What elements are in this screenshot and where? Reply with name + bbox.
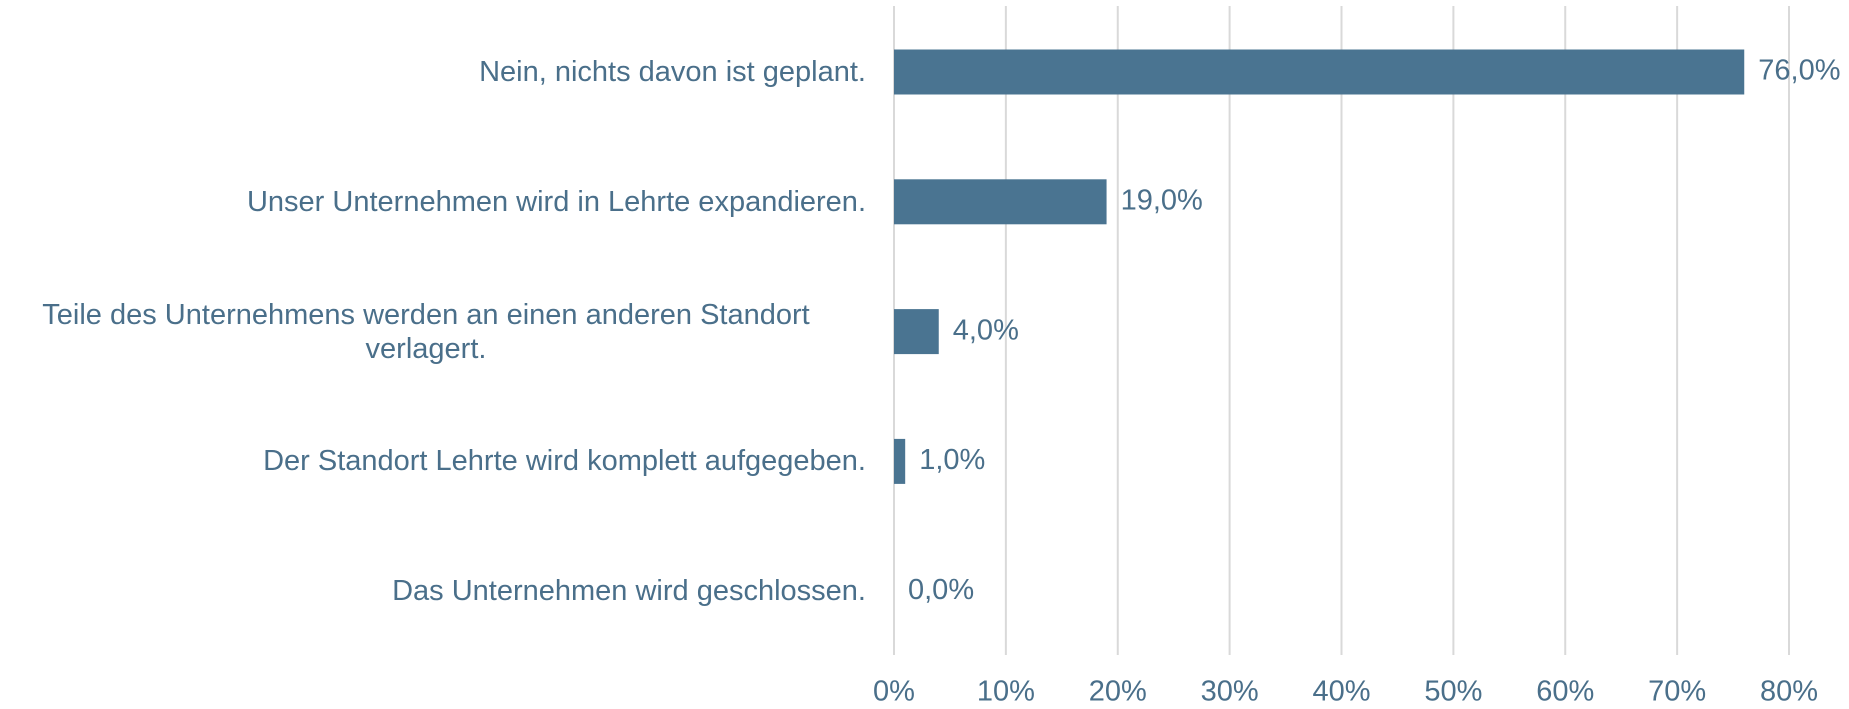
- category-label: Der Standort Lehrte wird komplett aufgeg…: [263, 445, 866, 478]
- value-label: 1,0%: [919, 444, 985, 476]
- x-tick-label: 80%: [1760, 676, 1818, 708]
- bar: [894, 49, 1745, 95]
- category-label: Teile des Unternehmens werden an einen a…: [42, 298, 810, 365]
- x-tick-label: 50%: [1424, 676, 1482, 708]
- x-tick-label: 10%: [977, 676, 1035, 708]
- category-label-box: Der Standort Lehrte wird komplett aufgeg…: [0, 411, 866, 511]
- bar: [894, 309, 939, 355]
- x-tick-label: 40%: [1312, 676, 1370, 708]
- category-label: Das Unternehmen wird geschlossen.: [392, 575, 866, 608]
- x-tick-label: 0%: [873, 676, 915, 708]
- bar: [894, 438, 906, 484]
- x-tick-label: 30%: [1201, 676, 1259, 708]
- category-label-box: Unser Unternehmen wird in Lehrte expandi…: [0, 152, 866, 252]
- value-label: 4,0%: [953, 314, 1019, 346]
- bar: [894, 179, 1107, 225]
- category-label: Unser Unternehmen wird in Lehrte expandi…: [246, 185, 866, 218]
- value-label: 76,0%: [1758, 55, 1840, 87]
- x-tick-label: 60%: [1536, 676, 1594, 708]
- value-label: 19,0%: [1121, 184, 1203, 216]
- category-label-box: Teile des Unternehmens werden an einen a…: [0, 282, 866, 382]
- category-label: Nein, nichts davon ist geplant.: [479, 56, 866, 88]
- category-label-box: Das Unternehmen wird geschlossen.: [0, 541, 866, 641]
- value-label: 0,0%: [908, 574, 974, 606]
- x-tick-label: 70%: [1648, 676, 1706, 708]
- x-tick-label: 20%: [1089, 676, 1147, 708]
- category-label-box: Nein, nichts davon ist geplant.: [0, 22, 866, 122]
